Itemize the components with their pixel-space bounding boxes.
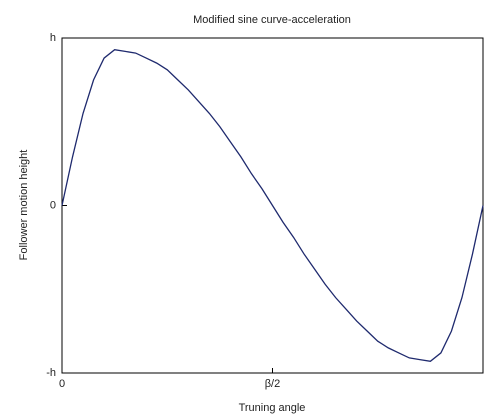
y-axis-label: Follower motion height xyxy=(18,150,30,261)
x-tick-label: β/2 xyxy=(265,378,281,390)
chart-title: Modified sine curve-acceleration xyxy=(193,14,351,26)
y-tick-label: 0 xyxy=(50,199,56,211)
x-tick-label: 0 xyxy=(59,378,65,390)
y-tick-label: -h xyxy=(46,367,56,379)
y-tick-label: h xyxy=(50,32,56,44)
line-series xyxy=(61,49,484,362)
x-axis-label: Truning angle xyxy=(239,402,306,414)
